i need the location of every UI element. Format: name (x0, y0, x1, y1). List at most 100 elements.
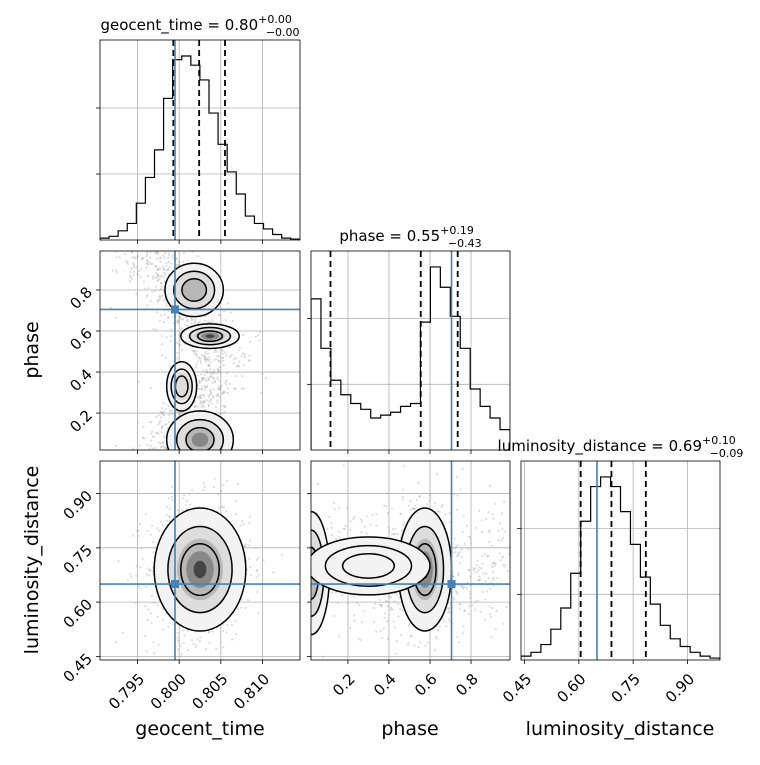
sample-point (375, 630, 378, 633)
title-minus: −0.09 (710, 447, 744, 460)
sample-point (154, 431, 158, 435)
sample-point (333, 502, 336, 505)
y-axis-label-phase: phase (21, 321, 43, 378)
sample-point (186, 324, 189, 327)
sample-point (212, 376, 215, 380)
sample-point (469, 590, 472, 593)
sample-point (155, 285, 158, 288)
density-level (191, 432, 209, 447)
sample-point (456, 475, 459, 478)
contour-line (167, 525, 233, 614)
sample-point (467, 548, 470, 551)
sample-point (248, 354, 251, 357)
sample-point (202, 402, 205, 405)
sample-point (495, 609, 499, 612)
sample-point (154, 265, 157, 268)
sample-point (463, 585, 466, 588)
sample-point (493, 561, 496, 564)
sample-point (131, 256, 134, 259)
sample-point (155, 271, 158, 274)
sample-point (216, 368, 220, 371)
sample-point (165, 264, 168, 267)
sample-point (248, 521, 251, 525)
sample-point (217, 378, 220, 381)
sample-point (221, 352, 224, 355)
sample-point (155, 264, 158, 268)
sample-point (176, 341, 179, 345)
sample-point (159, 416, 163, 419)
sample-point (244, 545, 247, 548)
sample-point (413, 504, 417, 507)
sample-point (448, 617, 451, 621)
sample-point (218, 412, 222, 415)
sample-point (474, 567, 477, 570)
sample-point (457, 552, 460, 555)
sample-point (144, 605, 147, 608)
sample-point (155, 415, 158, 418)
sample-point (168, 265, 171, 268)
sample-point (217, 355, 220, 358)
sample-point (142, 436, 146, 440)
sample-point (448, 620, 451, 623)
sample-point (255, 569, 258, 573)
sample-point (156, 269, 160, 272)
sample-point (128, 280, 132, 283)
sample-point (166, 268, 170, 271)
x-axis-label-geocent-time: geocent_time (135, 718, 264, 740)
sample-point (264, 376, 268, 379)
sample-point (165, 336, 168, 339)
sample-point (161, 524, 164, 527)
sample-point (167, 421, 170, 424)
sample-point (219, 372, 222, 375)
x-axis-label-luminosity-distance: luminosity_distance (526, 718, 715, 740)
sample-point (375, 524, 378, 527)
sample-point (468, 568, 471, 572)
sample-point (151, 290, 154, 293)
sample-point (386, 605, 389, 608)
sample-point (392, 533, 395, 536)
sample-point (235, 365, 239, 368)
sample-point (241, 352, 245, 355)
sample-point (149, 256, 152, 259)
sample-point (144, 634, 147, 637)
sample-point (252, 667, 254, 669)
sample-point (155, 328, 158, 332)
sample-point (176, 351, 179, 354)
sample-point (172, 256, 175, 260)
sample-point (151, 262, 154, 266)
sample-point (163, 423, 166, 426)
sample-point (397, 615, 400, 618)
sample-point (461, 467, 464, 470)
sample-point (157, 432, 160, 435)
sample-point (491, 571, 495, 574)
sample-point (167, 256, 170, 260)
sample-point (181, 508, 184, 512)
sample-point (207, 379, 210, 382)
sample-point (162, 299, 166, 302)
sample-point (149, 300, 152, 303)
sample-point (157, 268, 160, 271)
sample-point (213, 371, 216, 374)
sample-point (469, 592, 472, 596)
sample-point (467, 535, 470, 539)
sample-point (193, 405, 196, 408)
contour-line (341, 553, 396, 579)
sample-point (383, 504, 386, 507)
sample-point (435, 637, 438, 640)
sample-point (455, 591, 458, 594)
sample-point (163, 313, 166, 316)
sample-point (229, 311, 232, 314)
sample-point (156, 527, 159, 530)
sample-point (481, 562, 484, 565)
sample-point (177, 639, 180, 642)
panel-frame (520, 460, 721, 661)
sample-point (321, 655, 325, 658)
sample-point (161, 354, 164, 357)
sample-point (243, 353, 246, 356)
sample-point (146, 258, 149, 262)
sample-point (336, 601, 340, 605)
sample-point (493, 502, 497, 506)
density-blob (164, 262, 225, 318)
sample-point (209, 393, 212, 396)
sample-point (460, 555, 463, 559)
